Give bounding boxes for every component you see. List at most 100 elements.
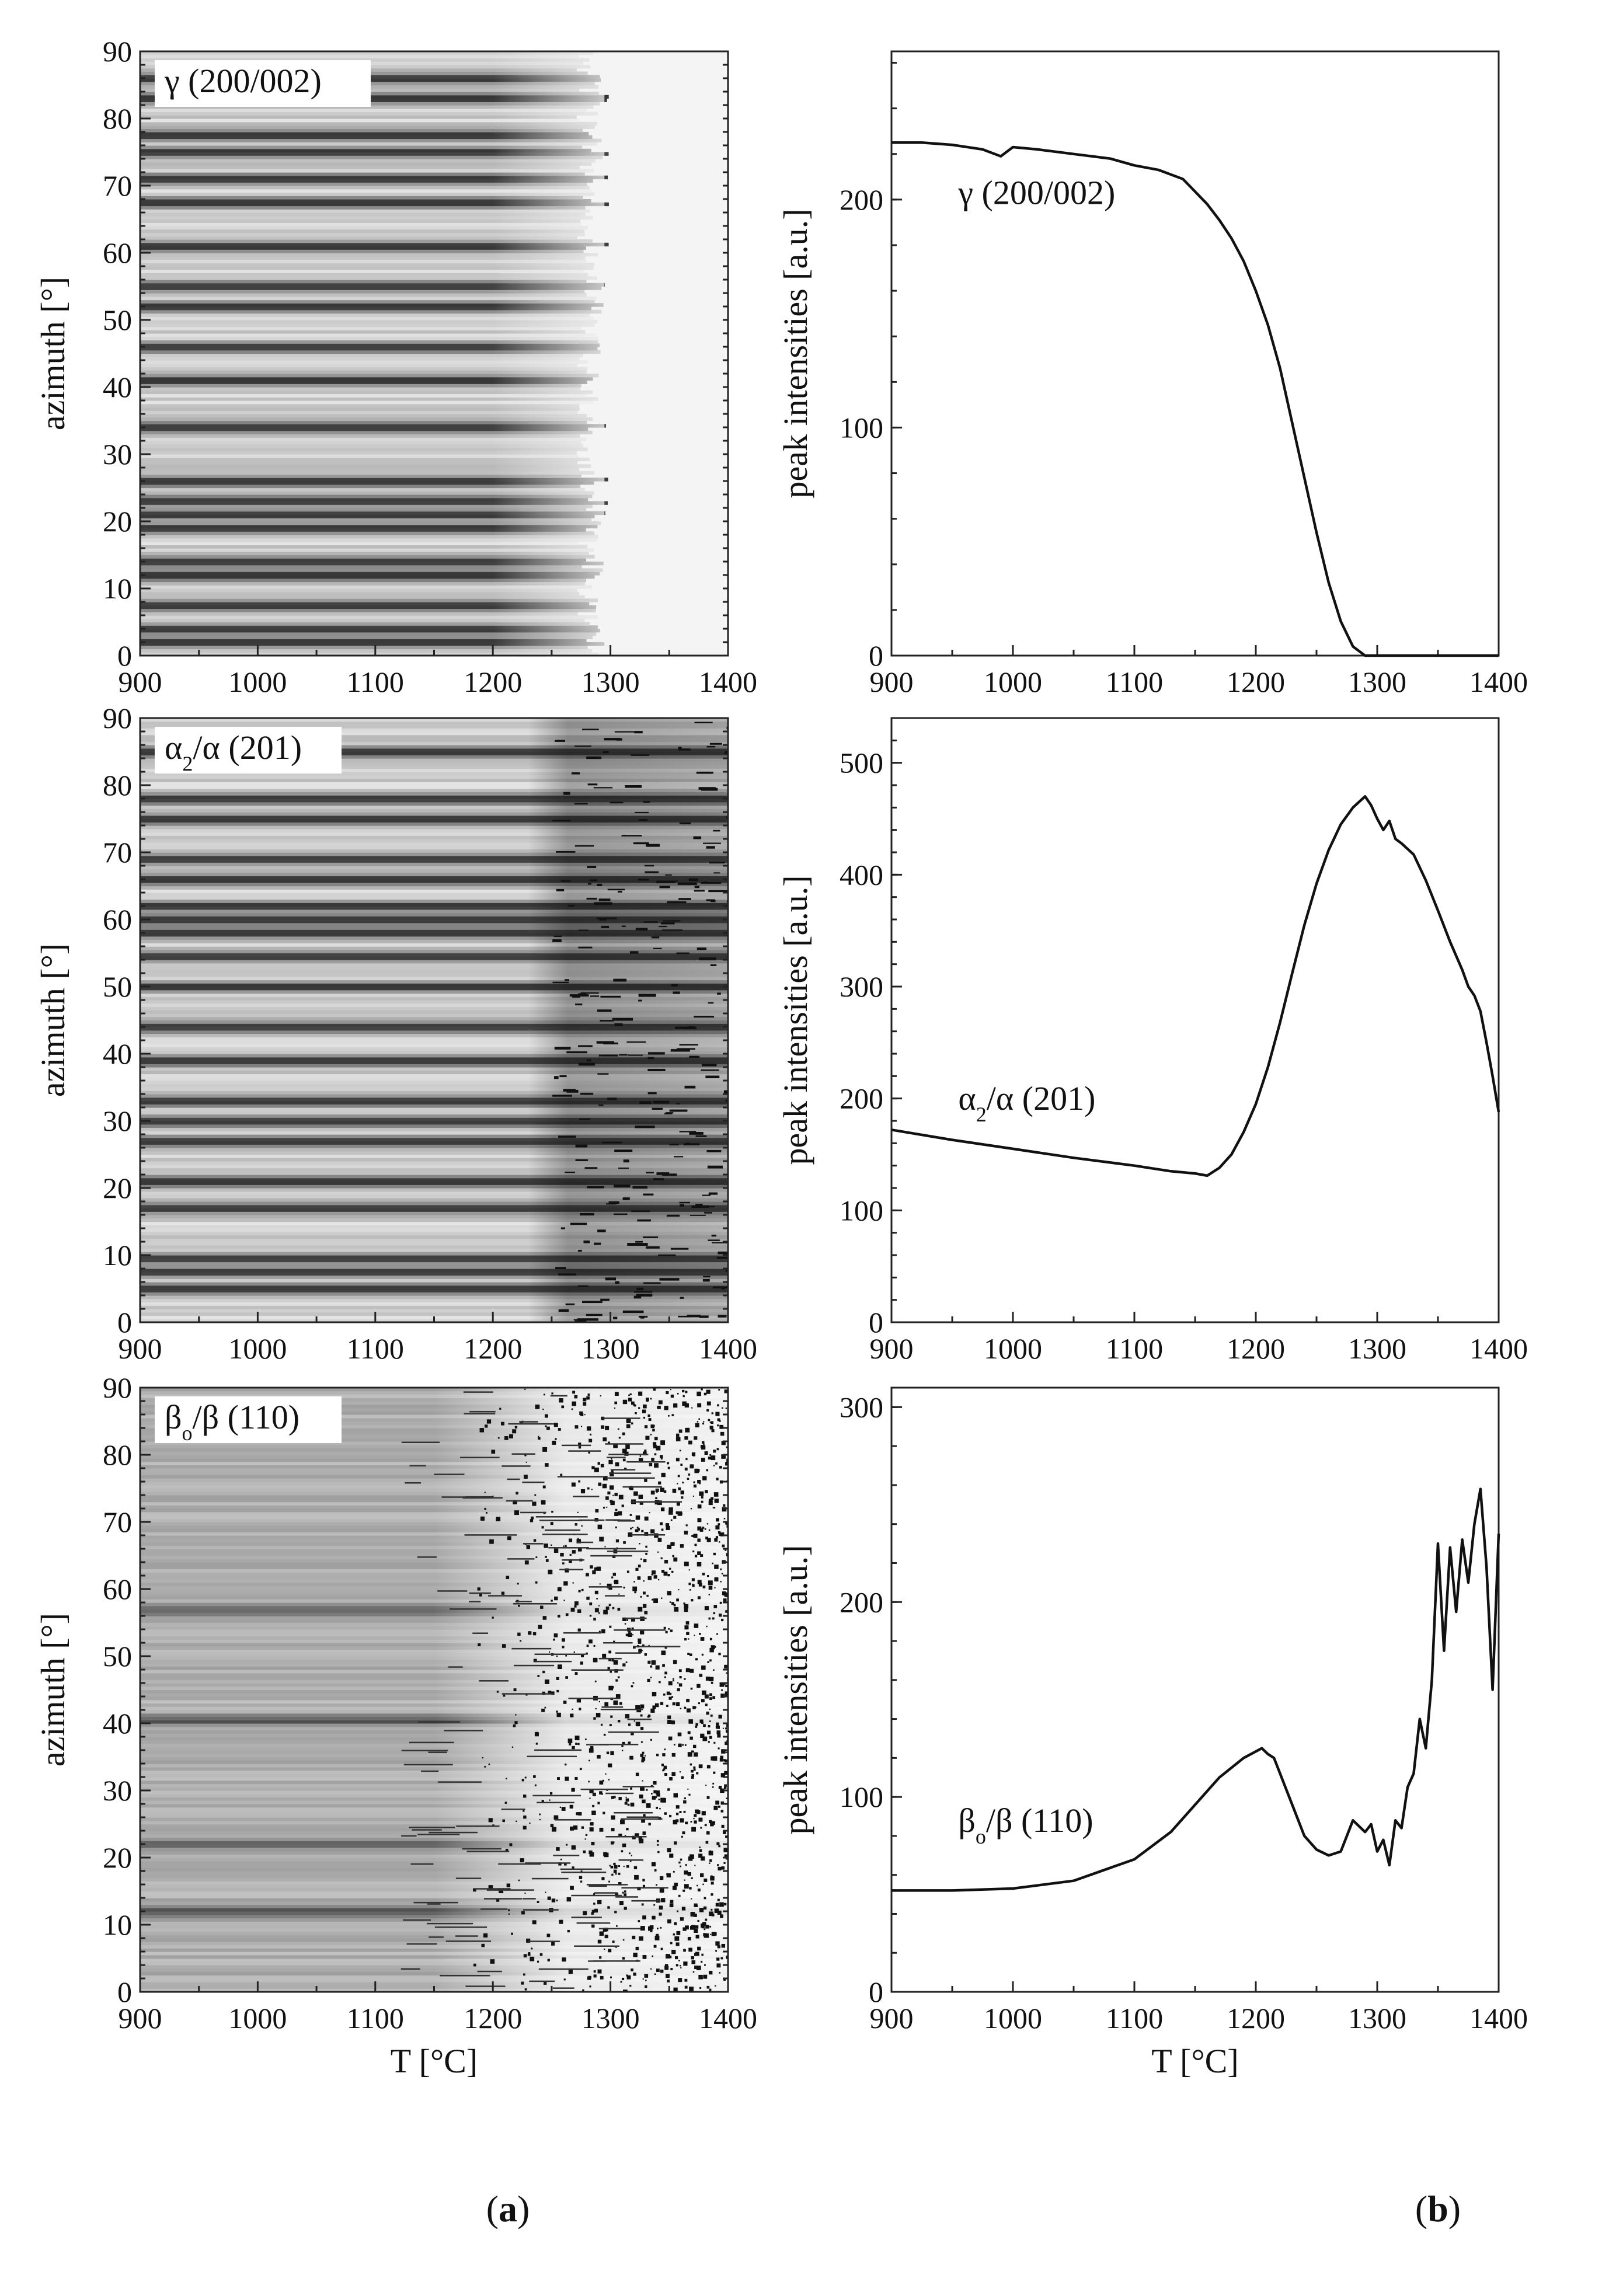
heatmap-stripe xyxy=(140,812,728,816)
heatmap-speck xyxy=(597,1755,601,1759)
heatmap-panel-1: 900 1000 1100 1200 1300 140001020304050607080… xyxy=(34,35,757,698)
heatmap-speck xyxy=(620,1820,625,1825)
heatmap-speck xyxy=(704,1928,706,1931)
heatmap-speck xyxy=(525,1694,528,1696)
heatmap-speck xyxy=(571,1408,573,1410)
heatmap-stripe xyxy=(140,478,608,482)
heatmap-stripe xyxy=(140,414,587,418)
heatmap-speck xyxy=(626,1828,629,1831)
heatmap-speck xyxy=(660,1702,664,1705)
heatmap-speck xyxy=(586,1597,590,1600)
heatmap-speck xyxy=(688,1856,693,1861)
heatmap-speck xyxy=(679,1044,698,1046)
heatmap-speck xyxy=(483,1933,488,1938)
heatmap-speck xyxy=(718,1805,720,1808)
heatmap-speck xyxy=(542,1670,545,1674)
heatmap-speck xyxy=(690,1912,695,1917)
heatmap-stripe xyxy=(140,849,728,853)
heatmap-speck xyxy=(607,1491,611,1494)
heatmap-speck xyxy=(558,1664,562,1670)
heatmap-speck xyxy=(633,842,649,845)
heatmap-speck xyxy=(709,1862,711,1864)
heatmap-speck xyxy=(642,1799,646,1804)
heatmap-speck xyxy=(569,1559,572,1563)
heatmap-stripe xyxy=(140,1134,728,1138)
heatmap-speck xyxy=(573,1651,575,1653)
heatmap-speck xyxy=(594,1567,598,1571)
heatmap-stripe xyxy=(140,946,728,950)
heatmap-speck xyxy=(507,1536,511,1541)
heatmap-speck xyxy=(556,1655,558,1657)
x-tick-label: 1000 xyxy=(984,1332,1042,1365)
heatmap-speck xyxy=(697,1596,701,1600)
heatmap-speck xyxy=(598,1605,600,1607)
heatmap-stripe xyxy=(140,869,728,873)
heatmap-stripe xyxy=(140,852,728,856)
heatmap-speck xyxy=(721,1866,725,1870)
heatmap-speck xyxy=(672,1555,674,1558)
heatmap-stripe xyxy=(140,933,728,937)
heatmap-speck xyxy=(726,1446,728,1448)
heatmap-speck xyxy=(622,1741,625,1745)
heatmap-speck xyxy=(711,1908,713,1911)
y-tick-label: 80 xyxy=(103,769,132,802)
heatmap-speck xyxy=(579,1768,582,1771)
heatmap-speck xyxy=(638,879,649,881)
heatmap-speck xyxy=(695,1726,698,1728)
heatmap-speck xyxy=(723,1759,726,1762)
heatmap-speck xyxy=(678,748,691,751)
heatmap-speck xyxy=(713,1612,716,1615)
heatmap-speck xyxy=(704,1392,707,1396)
heatmap-speck xyxy=(656,1754,659,1757)
heatmap-speck xyxy=(715,1536,718,1539)
heatmap-speck xyxy=(671,984,678,987)
heatmap-speck xyxy=(699,1846,701,1848)
heatmap-speck xyxy=(554,1076,559,1079)
heatmap-speck xyxy=(626,1975,631,1980)
heatmap-speck xyxy=(619,1054,628,1056)
heatmap-stripe xyxy=(140,283,605,287)
heatmap-stripe xyxy=(140,531,595,535)
heatmap-speck xyxy=(575,1159,588,1161)
heatmap-stripe xyxy=(140,845,728,849)
heatmap-speck xyxy=(640,1727,644,1730)
heatmap-speck xyxy=(547,1959,550,1961)
heatmap-speck xyxy=(618,1494,624,1500)
heatmap-speck xyxy=(516,1820,517,1823)
heatmap-streak xyxy=(588,1586,622,1588)
heatmap-speck xyxy=(610,1472,614,1477)
heatmap-speck xyxy=(725,1835,728,1838)
heatmap-stripe xyxy=(140,876,728,880)
x-tick-label: 900 xyxy=(119,2002,162,2034)
heatmap-speck xyxy=(565,1303,575,1305)
heatmap-stripe xyxy=(140,785,728,789)
heatmap-streak xyxy=(511,1647,552,1650)
heatmap-speck xyxy=(706,1625,708,1628)
heatmap-speck xyxy=(598,1701,600,1703)
heatmap-speck xyxy=(639,1501,643,1505)
heatmap-speck xyxy=(691,1464,693,1466)
heatmap-speck xyxy=(622,1432,625,1436)
heatmap-streak xyxy=(631,1501,682,1503)
heatmap-stripe xyxy=(140,340,598,344)
heatmap-speck xyxy=(691,1827,696,1832)
heatmap-speck xyxy=(650,1677,652,1678)
heatmap-speck xyxy=(649,1463,653,1466)
heatmap-stripe xyxy=(140,444,584,448)
heatmap-speck xyxy=(598,1105,604,1106)
heatmap-speck xyxy=(725,1684,728,1688)
heatmap-speck xyxy=(656,1928,659,1930)
heatmap-stripe xyxy=(140,316,594,320)
heatmap-speck xyxy=(652,1570,656,1575)
heatmap-speck xyxy=(604,1948,605,1950)
heatmap-speck xyxy=(621,835,642,837)
heatmap-speck xyxy=(719,1541,720,1543)
heatmap-speck xyxy=(548,1569,553,1574)
heatmap-speck xyxy=(525,1461,527,1463)
heatmap-speck xyxy=(711,1645,715,1650)
heatmap-speck xyxy=(609,1865,611,1867)
heatmap-speck xyxy=(670,1629,673,1632)
heatmap-speck xyxy=(677,1511,682,1516)
heatmap-speck xyxy=(695,1809,699,1814)
heatmap-speck xyxy=(645,1545,647,1548)
